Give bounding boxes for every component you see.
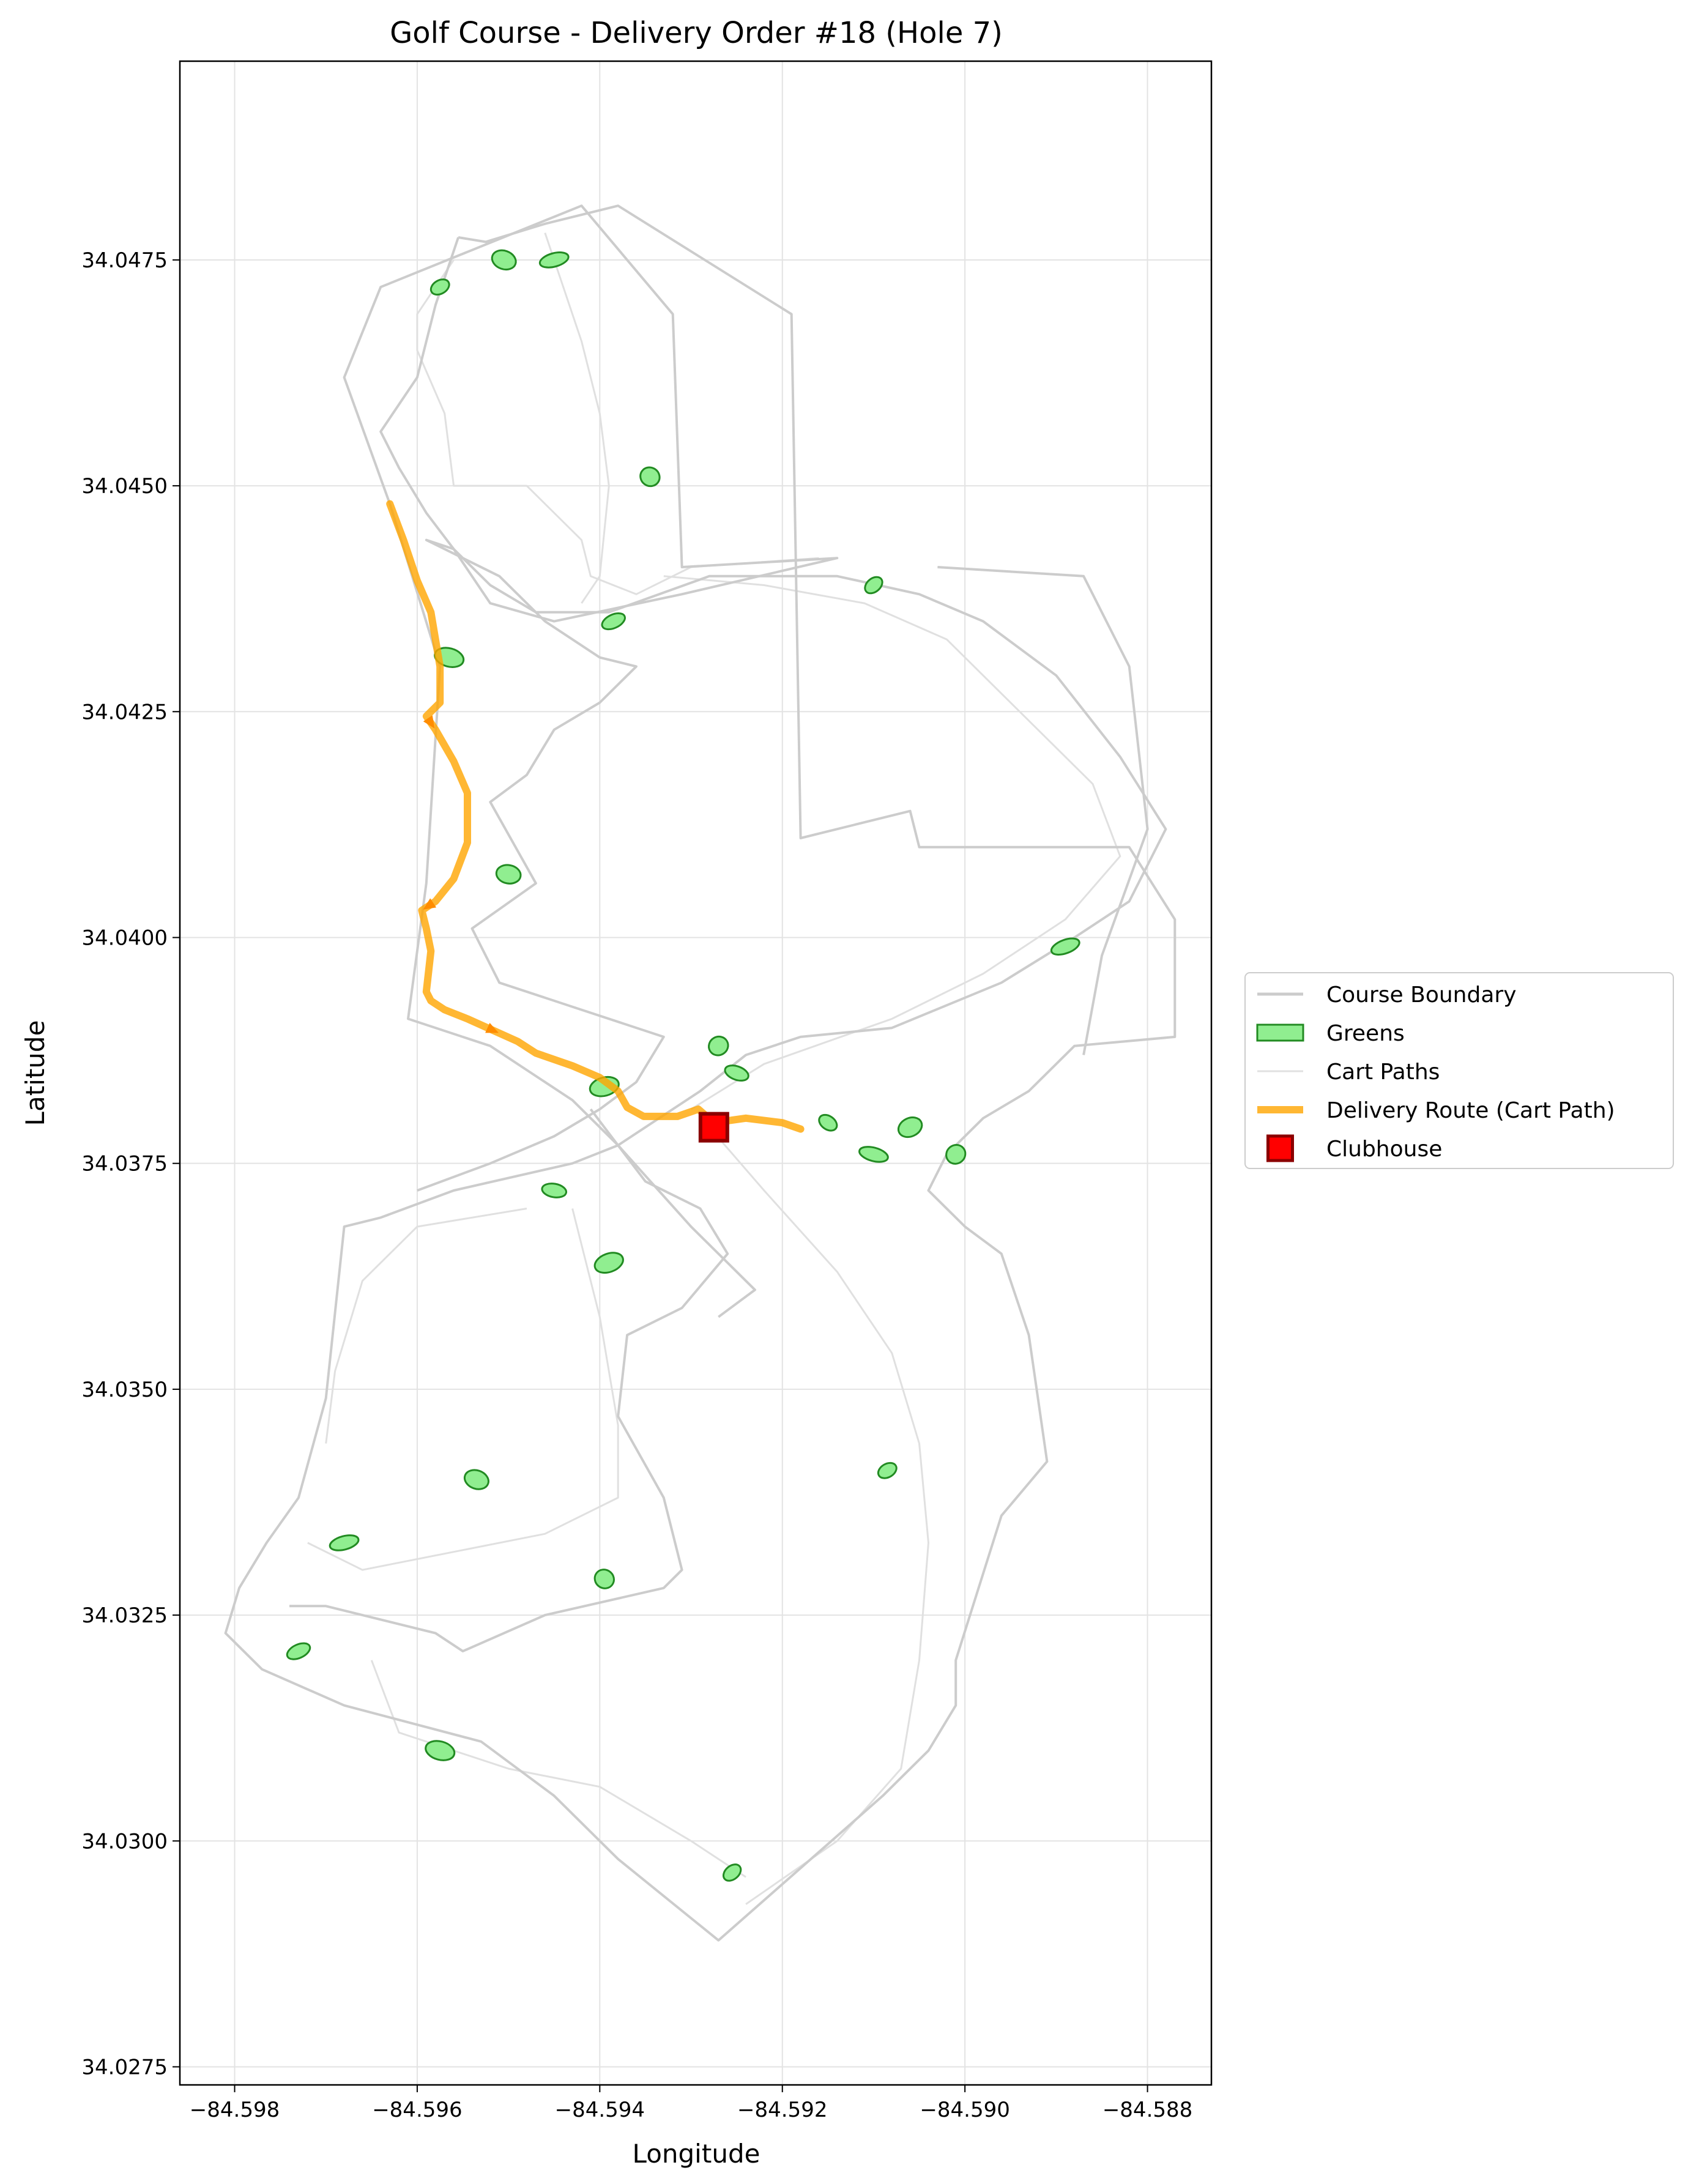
plot-area — [179, 60, 1213, 2086]
y-tick-label: 34.0475 — [81, 248, 168, 273]
legend: Course Boundary Greens Cart Paths Delivery … — [1244, 972, 1674, 1169]
green — [463, 1469, 489, 1490]
y-tick-label: 34.0400 — [81, 926, 168, 950]
cart-path — [325, 1208, 527, 1444]
green — [877, 1462, 898, 1479]
legend-label: Course Boundary — [1326, 982, 1517, 1008]
cart-path — [708, 1126, 929, 1905]
axes-background — [180, 61, 1211, 2085]
x-tick-label: −84.592 — [737, 2098, 827, 2122]
legend-entry: Greens — [1256, 1021, 1405, 1046]
legend-label: Cart Paths — [1326, 1060, 1440, 1085]
y-tick-label: 34.0450 — [81, 474, 168, 499]
green — [593, 1569, 615, 1589]
route-arrow — [423, 715, 435, 729]
green — [491, 249, 517, 271]
green — [593, 1252, 624, 1274]
legend-entry: Cart Paths — [1257, 1060, 1440, 1085]
x-tick-label: −84.598 — [190, 2098, 280, 2122]
green — [897, 1116, 923, 1138]
x-axis-label: Longitude — [633, 2139, 760, 2169]
data-layer — [224, 204, 1177, 1942]
cart-path — [416, 259, 819, 595]
green — [541, 1183, 568, 1198]
chart-title: Golf Course - Delivery Order #18 (Hole 7… — [390, 16, 1003, 50]
green — [429, 278, 450, 296]
axes-frame — [179, 60, 1213, 2086]
legend-swatch — [1266, 1134, 1294, 1162]
legend-items: Course Boundary Greens Cart Paths Delivery … — [1256, 982, 1615, 1162]
course-boundary — [224, 204, 1177, 1942]
x-tick-label: −84.588 — [1102, 2098, 1192, 2122]
y-axis-label: Latitude — [20, 1020, 50, 1126]
x-axis-ticks: −84.598 −84.596 −84.594 −84.592 −84.590 −84.5… — [190, 2085, 1192, 2122]
cart-path — [370, 1660, 746, 1878]
green — [723, 1863, 742, 1882]
x-tick-label: −84.596 — [372, 2098, 462, 2122]
route-arrow — [485, 1023, 499, 1033]
green — [818, 1113, 838, 1132]
y-tick-label: 34.0350 — [81, 1378, 168, 1402]
cart-path — [544, 232, 610, 604]
delivery-route — [386, 500, 805, 1133]
clubhouse-marker — [698, 1112, 729, 1143]
green — [708, 1035, 729, 1057]
y-tick-label: 34.0275 — [81, 2055, 168, 2079]
legend-swatch — [1256, 1023, 1304, 1042]
course-boundary — [289, 1108, 729, 1653]
y-tick-label: 34.0425 — [81, 700, 168, 724]
y-tick-label: 34.0300 — [81, 1829, 168, 1854]
y-axis-ticks: 34.0275 34.0300 34.0325 34.0350 34.0375 34.04… — [81, 248, 180, 2079]
route-arrow — [423, 898, 437, 910]
green — [864, 576, 883, 595]
y-tick-label: 34.0325 — [81, 1603, 168, 1628]
legend-label: Clubhouse — [1326, 1137, 1442, 1162]
legend-entry: Course Boundary — [1257, 982, 1517, 1008]
green — [286, 1642, 311, 1660]
green — [425, 1740, 456, 1761]
legend-label: Delivery Route (Cart Path) — [1326, 1098, 1615, 1123]
cart-path — [307, 1208, 619, 1571]
green — [858, 1146, 889, 1163]
x-tick-label: −84.590 — [920, 2098, 1009, 2122]
legend-entry: Clubhouse — [1266, 1134, 1442, 1162]
x-tick-label: −84.594 — [555, 2098, 645, 2122]
green — [1050, 937, 1080, 956]
green — [329, 1534, 360, 1551]
legend-label: Greens — [1326, 1021, 1405, 1046]
green — [639, 466, 661, 488]
course-boundary — [937, 566, 1149, 1055]
green — [538, 251, 570, 269]
y-tick-label: 34.0375 — [81, 1152, 168, 1176]
green — [945, 1143, 967, 1165]
legend-entry: Delivery Route (Cart Path) — [1257, 1098, 1615, 1123]
green — [724, 1064, 749, 1082]
course-boundary — [343, 204, 839, 1192]
green — [495, 864, 522, 885]
legend-box — [1244, 972, 1674, 1169]
grid-lines — [180, 61, 1211, 2085]
green — [601, 612, 626, 631]
cart-path — [663, 575, 1121, 1110]
